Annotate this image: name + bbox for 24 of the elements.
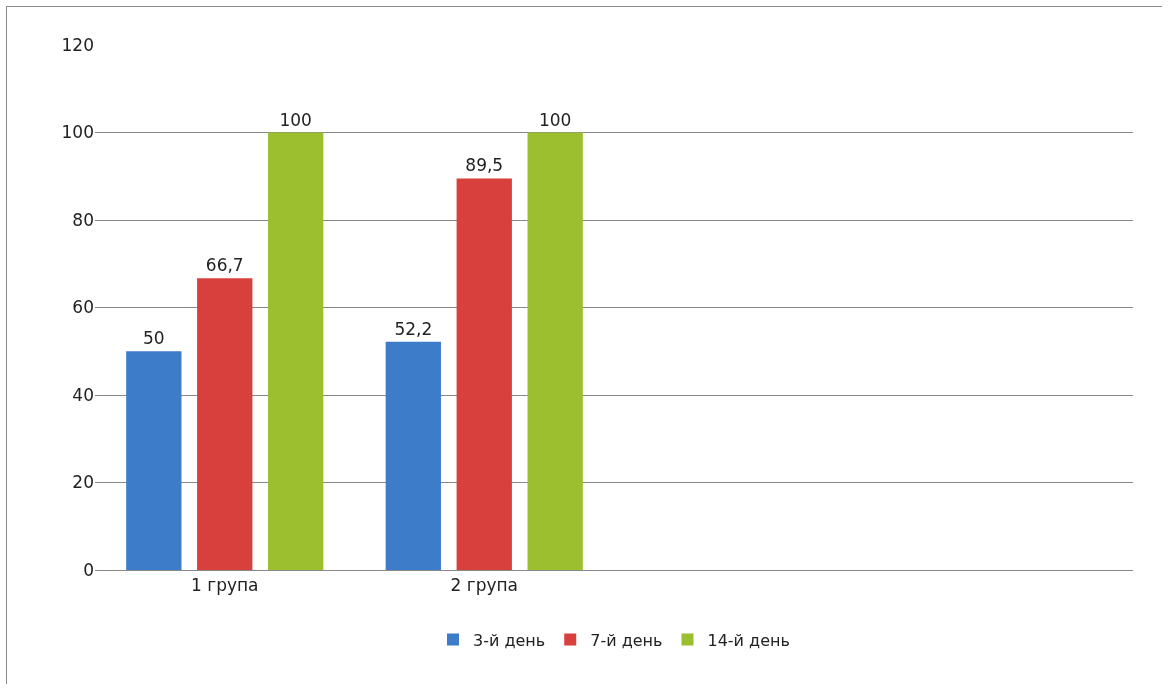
data-label: 50 (143, 328, 165, 349)
data-label: 66,7 (205, 255, 244, 276)
y-tick-label: 100 (61, 122, 94, 143)
x-tick-label: 1 група (190, 575, 259, 596)
data-label: 52,2 (394, 318, 433, 339)
x-tick-label: 2 група (450, 575, 519, 596)
data-label: 100 (538, 109, 572, 130)
data-label: 100 (279, 109, 312, 130)
y-tick-label: 20 (72, 472, 94, 493)
bar (197, 278, 253, 570)
legend-label: 14-й день (707, 630, 790, 650)
bar (268, 132, 324, 570)
y-tick-label: 0 (83, 559, 94, 580)
bar (385, 341, 441, 570)
bar (126, 351, 182, 570)
legend-label: 3-й день (473, 630, 546, 650)
y-tick-label: 60 (72, 297, 94, 318)
y-tick-label: 120 (61, 34, 94, 55)
data-label: 89,5 (465, 155, 504, 176)
y-tick-label: 40 (72, 384, 94, 405)
y-tick-label: 80 (72, 209, 94, 230)
legend-label: 7-й день (590, 630, 663, 650)
bar (456, 178, 512, 570)
bar (527, 132, 583, 570)
